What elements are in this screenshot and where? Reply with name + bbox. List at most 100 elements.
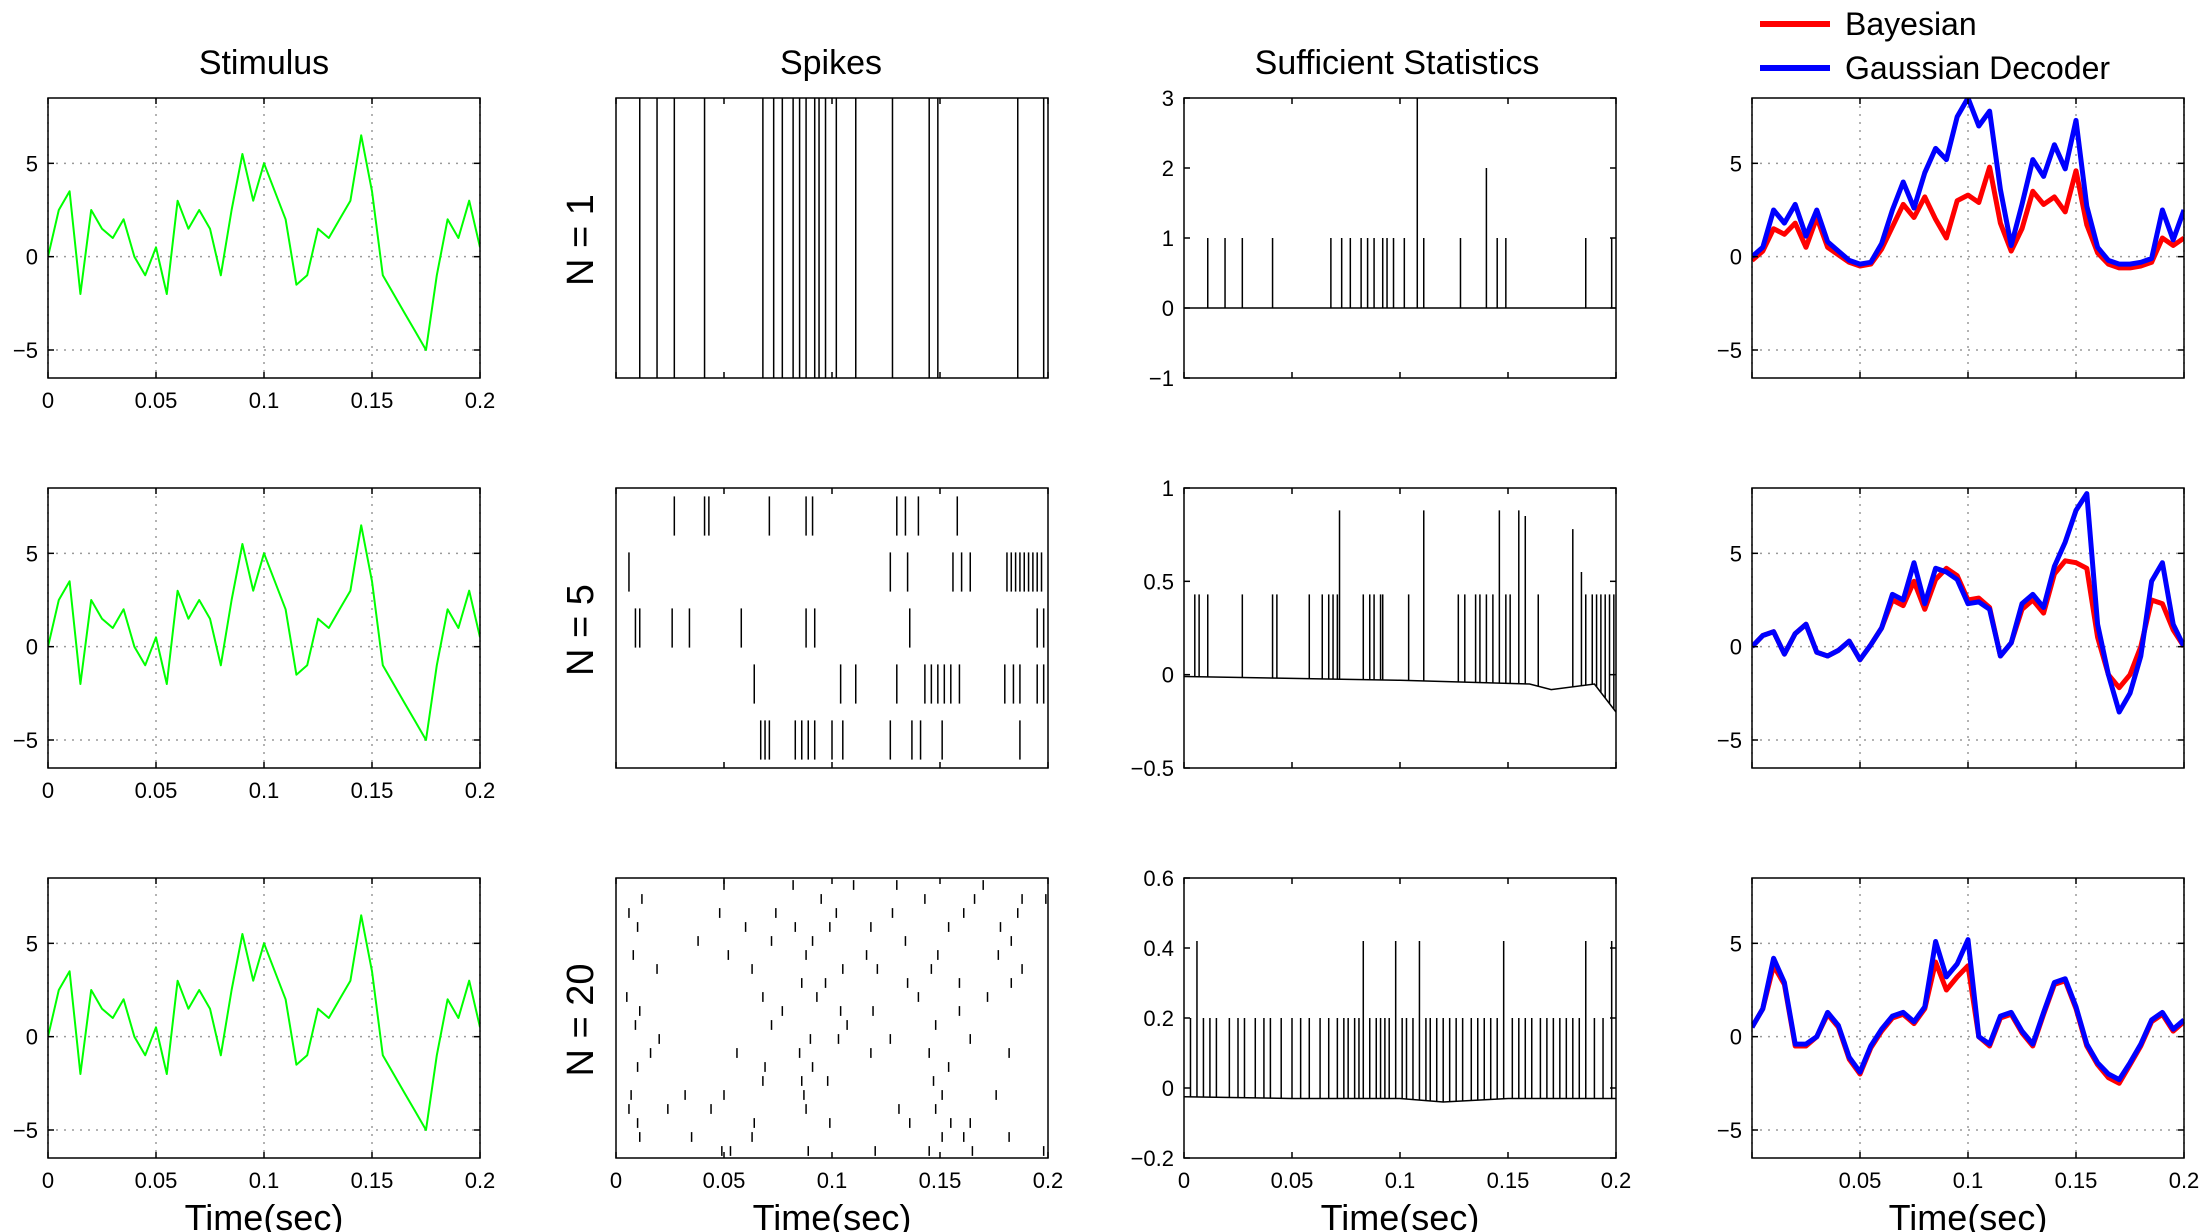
x-axis-label: Time(sec) bbox=[753, 1197, 912, 1232]
x-tick-label: 0 bbox=[610, 1168, 622, 1193]
y-tick-label: 0.6 bbox=[1143, 866, 1174, 891]
plot-area bbox=[626, 880, 1047, 1156]
y-tick-label: 0.5 bbox=[1143, 569, 1174, 594]
x-tick-label: 0 bbox=[1178, 1168, 1190, 1193]
plot-area bbox=[1184, 941, 1616, 1103]
x-tick-label: 0.2 bbox=[465, 1168, 496, 1193]
x-tick-label: 0.15 bbox=[351, 778, 394, 803]
plot-area bbox=[48, 134, 480, 351]
panel-decoder-row-1: −5 0 5 bbox=[1717, 97, 2185, 379]
y-tick-label: 5 bbox=[26, 541, 38, 566]
x-tick-label: 0.05 bbox=[135, 1168, 178, 1193]
row-labels: N = 1 N = 5 N = 20 bbox=[560, 194, 602, 1076]
y-tick-label: 5 bbox=[1730, 541, 1742, 566]
y-tick-label: 0 bbox=[26, 1025, 38, 1050]
series-line-gaussian-decoder bbox=[1752, 937, 2184, 1083]
panel-spikes-row-1 bbox=[615, 97, 1049, 379]
x-tick-label: 0.1 bbox=[249, 1168, 280, 1193]
y-tick-label: −0.2 bbox=[1131, 1146, 1174, 1171]
legend-label-gaussian-decoder: Gaussian Decoder bbox=[1845, 50, 2110, 86]
column-title-spikes: Spikes bbox=[780, 44, 882, 82]
x-tick-label: 0.1 bbox=[249, 778, 280, 803]
x-tick-label: 0.05 bbox=[1271, 1168, 1314, 1193]
x-tick-label: 0.1 bbox=[1385, 1168, 1416, 1193]
y-tick-label: −0.5 bbox=[1131, 756, 1174, 781]
axes-box bbox=[1183, 877, 1617, 1159]
y-tick-label: 0 bbox=[1730, 635, 1742, 660]
x-tick-label: 0.1 bbox=[817, 1168, 848, 1193]
y-tick-label: 5 bbox=[26, 151, 38, 176]
plot-area bbox=[1752, 491, 2184, 715]
legend: Bayesian Gaussian Decoder bbox=[1760, 6, 2110, 86]
baseline-line bbox=[1184, 1096, 1616, 1103]
y-tick-label: 0 bbox=[1730, 245, 1742, 270]
plot-area bbox=[639, 98, 1045, 378]
axes-box bbox=[615, 97, 1049, 379]
x-axis-label: Time(sec) bbox=[1889, 1197, 2048, 1232]
x-tick-label: 0.2 bbox=[465, 388, 496, 413]
axes-box bbox=[615, 877, 1049, 1159]
y-tick-label: 0.4 bbox=[1143, 936, 1174, 961]
plot-area bbox=[1184, 98, 1616, 309]
x-tick-label: 0.15 bbox=[351, 388, 394, 413]
panel-spikes-row-3: 0 0.05 0.1 0.15 0.2 Time(sec) bbox=[610, 877, 1063, 1232]
series-line-stimulus bbox=[48, 524, 480, 741]
y-tick-label: −5 bbox=[1717, 1118, 1742, 1143]
y-tick-label: 5 bbox=[26, 931, 38, 956]
panel-stimulus-row-1: 0 0.05 0.1 0.15 0.2−505 bbox=[13, 97, 496, 413]
panel-decoder-row-3: 0.05 0.1 0.15 0.2 −5 0 5 Time(sec) bbox=[1717, 877, 2200, 1232]
column-title-stimulus: Stimulus bbox=[199, 44, 329, 82]
panel-decoder-row-2: −5 0 5 bbox=[1717, 487, 2185, 769]
y-tick-label: 0.2 bbox=[1143, 1006, 1174, 1031]
series-line-stimulus bbox=[48, 914, 480, 1131]
x-tick-label: 0.05 bbox=[1839, 1168, 1882, 1193]
row-label-n-5: N = 5 bbox=[560, 584, 602, 676]
x-tick-label: 0.1 bbox=[249, 388, 280, 413]
y-tick-label: 5 bbox=[1730, 151, 1742, 176]
x-tick-label: 0.05 bbox=[135, 388, 178, 413]
x-tick-label: 0 bbox=[42, 388, 54, 413]
y-tick-label: 5 bbox=[1730, 931, 1742, 956]
x-tick-label: 0 bbox=[42, 778, 54, 803]
plot-area bbox=[1184, 510, 1616, 713]
x-tick-label: 0.2 bbox=[1601, 1168, 1632, 1193]
baseline-line bbox=[1184, 675, 1616, 713]
y-tick-label: 0 bbox=[26, 635, 38, 660]
y-tick-label: 0 bbox=[1162, 663, 1174, 688]
x-tick-label: 0.05 bbox=[135, 778, 178, 803]
x-tick-label: 0.2 bbox=[2169, 1168, 2200, 1193]
plot-area bbox=[1752, 98, 2184, 271]
y-tick-label: 3 bbox=[1162, 86, 1174, 111]
y-tick-label: 0 bbox=[1162, 296, 1174, 321]
axes-box bbox=[1183, 97, 1617, 379]
panel-sufficient-statistics-row-2: −0.5 0 0.5 1 bbox=[1131, 476, 1617, 781]
row-label-n-1: N = 1 bbox=[560, 194, 602, 286]
x-tick-label: 0.15 bbox=[2055, 1168, 2098, 1193]
series-line-gaussian-decoder bbox=[1752, 491, 2184, 715]
x-axis-label: Time(sec) bbox=[1321, 1197, 1480, 1232]
y-tick-label: −5 bbox=[13, 1118, 38, 1143]
panel-sufficient-statistics-row-1: −1 0 1 2 3 bbox=[1149, 86, 1617, 391]
legend-label-bayesian: Bayesian bbox=[1845, 6, 1977, 42]
panel-spikes-row-2 bbox=[615, 487, 1049, 769]
plot-area bbox=[628, 496, 1045, 760]
x-tick-label: 0.2 bbox=[465, 778, 496, 803]
x-tick-label: 0.1 bbox=[1953, 1168, 1984, 1193]
y-tick-label: 0 bbox=[1730, 1025, 1742, 1050]
plot-area bbox=[1752, 937, 2184, 1086]
x-tick-label: 0.15 bbox=[919, 1168, 962, 1193]
series-line-stimulus bbox=[48, 134, 480, 351]
panel-stimulus-row-2: 0 0.05 0.1 0.15 0.2−505 bbox=[13, 487, 496, 803]
x-axis-label: Time(sec) bbox=[185, 1197, 344, 1232]
x-tick-label: 0.15 bbox=[351, 1168, 394, 1193]
y-tick-label: −5 bbox=[1717, 338, 1742, 363]
plot-area bbox=[48, 524, 480, 741]
y-tick-label: 1 bbox=[1162, 226, 1174, 251]
y-tick-label: −5 bbox=[1717, 728, 1742, 753]
x-tick-label: 0.05 bbox=[703, 1168, 746, 1193]
x-tick-label: 0 bbox=[42, 1168, 54, 1193]
